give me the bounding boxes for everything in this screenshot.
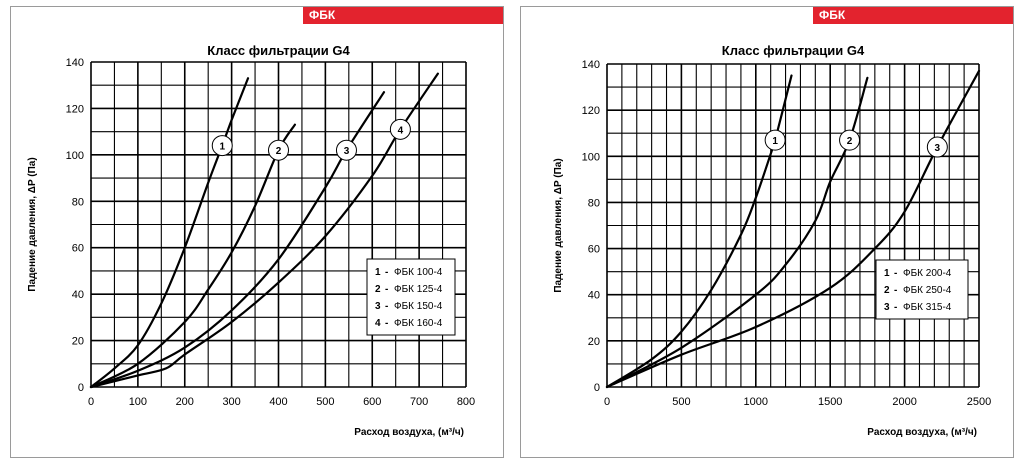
y-tick-label: 40: [588, 290, 600, 302]
legend-dash: -: [385, 318, 388, 329]
series-marker-label: 2: [847, 136, 853, 147]
x-tick-label: 500: [316, 396, 334, 408]
y-tick-label: 0: [594, 382, 600, 394]
legend-entry: ФБК 315-4: [903, 302, 952, 313]
series-tag: ФБК: [813, 7, 1013, 24]
y-tick-label: 80: [588, 197, 600, 209]
y-tick-label: 120: [582, 105, 600, 117]
series-marker-label: 4: [398, 125, 404, 136]
legend-number: 1: [375, 267, 381, 278]
legend-dash: -: [894, 285, 897, 296]
legend-number: 3: [375, 301, 381, 312]
x-tick-label: 0: [88, 396, 94, 408]
x-tick-label: 2000: [892, 396, 916, 408]
y-tick-label: 60: [72, 243, 84, 255]
x-tick-label: 500: [672, 396, 690, 408]
legend-dash: -: [894, 302, 897, 313]
y-tick-label: 20: [588, 336, 600, 348]
series-marker-2: [839, 129, 861, 151]
legend-dash: -: [385, 284, 388, 295]
series-tag: ФБК: [303, 7, 503, 24]
series-marker-3: [926, 136, 948, 158]
x-tick-label: 1000: [744, 396, 768, 408]
x-tick-label: 2500: [967, 396, 991, 408]
y-tick-label: 80: [72, 196, 84, 208]
x-tick-label: 400: [269, 396, 287, 408]
x-tick-label: 100: [129, 396, 147, 408]
legend-number: 4: [375, 318, 381, 329]
legend-number: 3: [884, 302, 890, 313]
series-line-1: [89, 77, 250, 389]
y-tick-label: 40: [72, 289, 84, 301]
x-tick-label: 300: [222, 396, 240, 408]
chart-title: Класс фильтрации G4: [207, 43, 350, 58]
x-tick-label: 700: [410, 396, 428, 408]
series-marker-label: 1: [772, 136, 778, 147]
chart-title: Класс фильтрации G4: [722, 43, 865, 58]
series-marker-1: [211, 135, 233, 157]
legend-entry: ФБК 150-4: [394, 301, 443, 312]
x-tick-label: 200: [176, 396, 194, 408]
series-line-4: [89, 72, 439, 389]
y-axis-label: Падение давления, ΔP (Па): [27, 157, 38, 291]
y-tick-label: 100: [582, 151, 600, 163]
legend-box: [366, 258, 456, 336]
grid: [90, 61, 467, 388]
legend-entry: ФБК 200-4: [903, 268, 952, 279]
series-marker-4: [389, 118, 411, 140]
y-tick-label: 20: [72, 336, 84, 348]
legend-dash: -: [894, 268, 897, 279]
series-marker-label: 3: [344, 146, 350, 157]
y-tick-label: 120: [66, 103, 84, 115]
y-axis-label: Падение давления, ΔP (Па): [553, 158, 564, 292]
y-tick-label: 60: [588, 244, 600, 256]
legend-entry: ФБК 160-4: [394, 318, 443, 329]
legend-entry: ФБК 250-4: [903, 285, 952, 296]
chart-panel-right: ФБК Класс фильтрации G4 0 500 1000 1500 2000 2…: [520, 6, 1014, 458]
series-marker-label: 1: [219, 142, 225, 153]
chart-left: Класс фильтрации G40 100 200 300 400 500 600 70…: [27, 43, 475, 438]
series-line-3: [605, 69, 981, 389]
series-marker-3: [335, 139, 357, 161]
x-tick-label: 800: [457, 396, 475, 408]
legend-number: 2: [375, 284, 381, 295]
x-axis-label: Расход воздуха, (м³/ч): [867, 427, 977, 438]
series-marker-2: [268, 139, 289, 161]
legend-entry: ФБК 100-4: [394, 267, 443, 278]
series-marker-label: 2: [276, 146, 282, 157]
x-tick-label: 0: [604, 396, 610, 408]
legend: 1- ФБК 200-42- ФБК 250-43- ФБК 315-4: [875, 259, 969, 320]
x-tick-label: 600: [363, 396, 381, 408]
x-tick-label: 1500: [818, 396, 842, 408]
legend-number: 2: [884, 285, 890, 296]
series-marker-1: [764, 129, 786, 151]
y-tick-label: 100: [66, 150, 84, 162]
grid: [606, 63, 980, 388]
chart-right: Класс фильтрации G4 0 500 1000 1500 2000 2500 0…: [553, 43, 991, 438]
y-tick-label: 140: [66, 57, 84, 69]
y-tick-label: 0: [78, 382, 84, 394]
legend: 1- ФБК 100-42- ФБК 125-43- ФБК 150-44- ФБК 1…: [366, 258, 456, 336]
series-marker-label: 3: [935, 143, 941, 154]
legend-entry: ФБК 125-4: [394, 284, 443, 295]
x-axis-label: Расход воздуха, (м³/ч): [354, 427, 464, 438]
legend-dash: -: [385, 301, 388, 312]
legend-dash: -: [385, 267, 388, 278]
legend-box: [875, 259, 969, 320]
chart-panel-left: ФБК Класс фильтрации G4 0 100 200 300 400 500 6…: [10, 6, 504, 458]
legend-number: 1: [884, 268, 890, 279]
y-tick-label: 140: [582, 59, 600, 71]
